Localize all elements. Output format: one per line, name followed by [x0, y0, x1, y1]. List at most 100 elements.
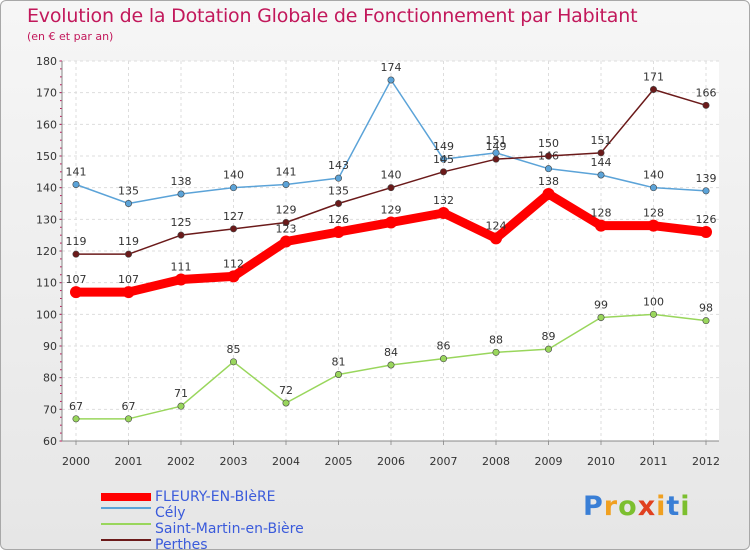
logo-letter: x	[637, 491, 657, 522]
data-label: 174	[381, 61, 402, 74]
x-tick-label: 2002	[167, 455, 195, 468]
data-point	[282, 181, 290, 189]
y-tick-label: 150	[36, 150, 57, 163]
data-point	[595, 219, 607, 232]
data-point	[387, 184, 395, 192]
data-label: 128	[643, 207, 664, 220]
data-point	[544, 345, 552, 353]
data-label: 132	[433, 194, 454, 207]
data-point	[597, 149, 605, 157]
data-point	[72, 250, 80, 258]
x-tick-label: 2008	[482, 455, 510, 468]
data-label: 139	[696, 172, 717, 185]
data-label: 141	[66, 166, 87, 179]
data-label: 99	[594, 299, 608, 312]
y-tick-label: 120	[36, 245, 57, 258]
data-label: 125	[171, 216, 192, 229]
data-label: 140	[223, 169, 244, 182]
y-tick-label: 110	[36, 277, 57, 290]
data-point	[177, 402, 185, 410]
data-label: 129	[276, 204, 297, 217]
logo-letter: r	[603, 491, 619, 522]
legend-label-cely: Cély	[155, 505, 186, 521]
data-point	[125, 415, 133, 423]
y-tick-label: 70	[43, 403, 57, 416]
x-tick-label: 2003	[220, 455, 248, 468]
data-point	[332, 226, 345, 238]
data-label: 135	[118, 185, 139, 198]
data-label: 127	[223, 210, 244, 223]
data-point	[334, 370, 342, 378]
legend-swatch-perthes	[101, 539, 151, 541]
x-tick-label: 2000	[62, 455, 90, 468]
data-label: 145	[433, 153, 454, 166]
data-point	[72, 415, 80, 423]
x-tick-label: 2005	[325, 455, 353, 468]
data-point	[492, 348, 500, 356]
x-tick-label: 2012	[692, 455, 720, 468]
data-point	[437, 207, 450, 219]
y-tick-label: 100	[36, 308, 57, 321]
x-tick-label: 2010	[587, 455, 615, 468]
data-label: 166	[696, 86, 717, 99]
logo-letter: t	[666, 491, 681, 522]
logo-letter: o	[618, 491, 638, 522]
data-label: 129	[381, 204, 402, 217]
data-label: 112	[223, 257, 244, 270]
data-point	[280, 235, 292, 248]
data-label: 144	[591, 156, 612, 169]
data-point	[700, 226, 712, 238]
data-label: 72	[279, 384, 293, 397]
data-point	[702, 187, 710, 195]
proxiti-logo: Proxiti	[583, 491, 691, 522]
legend-swatch-saint-martin	[101, 523, 151, 525]
data-point	[597, 171, 605, 179]
data-label: 81	[332, 356, 346, 369]
data-point	[125, 250, 133, 258]
data-label: 135	[328, 185, 349, 198]
data-point	[177, 190, 185, 198]
y-tick-label: 60	[43, 435, 57, 448]
legend-label-saint-martin: Saint-Martin-en-Bière	[155, 521, 304, 537]
data-point	[647, 219, 660, 232]
data-point	[542, 188, 555, 200]
data-label: 111	[171, 261, 192, 274]
data-label: 107	[118, 273, 139, 286]
data-point	[70, 286, 82, 299]
legend-label-perthes: Perthes	[155, 537, 208, 550]
data-label: 67	[69, 400, 83, 413]
data-point	[334, 174, 342, 182]
data-point	[439, 355, 447, 363]
legend-swatch-fleury	[101, 493, 151, 501]
y-tick-label: 130	[36, 213, 57, 226]
data-label: 151	[591, 134, 612, 147]
data-point	[227, 270, 240, 283]
data-label: 149	[486, 140, 507, 153]
data-label: 124	[486, 219, 507, 232]
data-point	[230, 225, 238, 233]
x-tick-label: 2011	[640, 455, 668, 468]
data-point	[175, 273, 187, 286]
data-point	[702, 101, 710, 109]
y-tick-label: 80	[43, 372, 57, 385]
y-tick-label: 140	[36, 182, 57, 195]
x-tick-label: 2009	[535, 455, 563, 468]
data-point	[385, 216, 397, 229]
x-tick-label: 2001	[115, 455, 143, 468]
y-tick-label: 160	[36, 118, 57, 131]
logo-letter: P	[583, 491, 604, 522]
data-point	[490, 232, 502, 245]
data-point	[282, 219, 290, 227]
legend-swatch-cely	[101, 507, 151, 509]
data-point	[702, 317, 710, 325]
data-label: 98	[699, 302, 713, 315]
data-point	[649, 86, 657, 94]
data-label: 100	[643, 295, 664, 308]
data-label: 138	[538, 175, 559, 188]
data-label: 71	[174, 387, 188, 400]
data-point	[649, 310, 657, 318]
data-point	[649, 184, 657, 192]
y-tick-label: 90	[43, 340, 57, 353]
data-point	[387, 361, 395, 369]
